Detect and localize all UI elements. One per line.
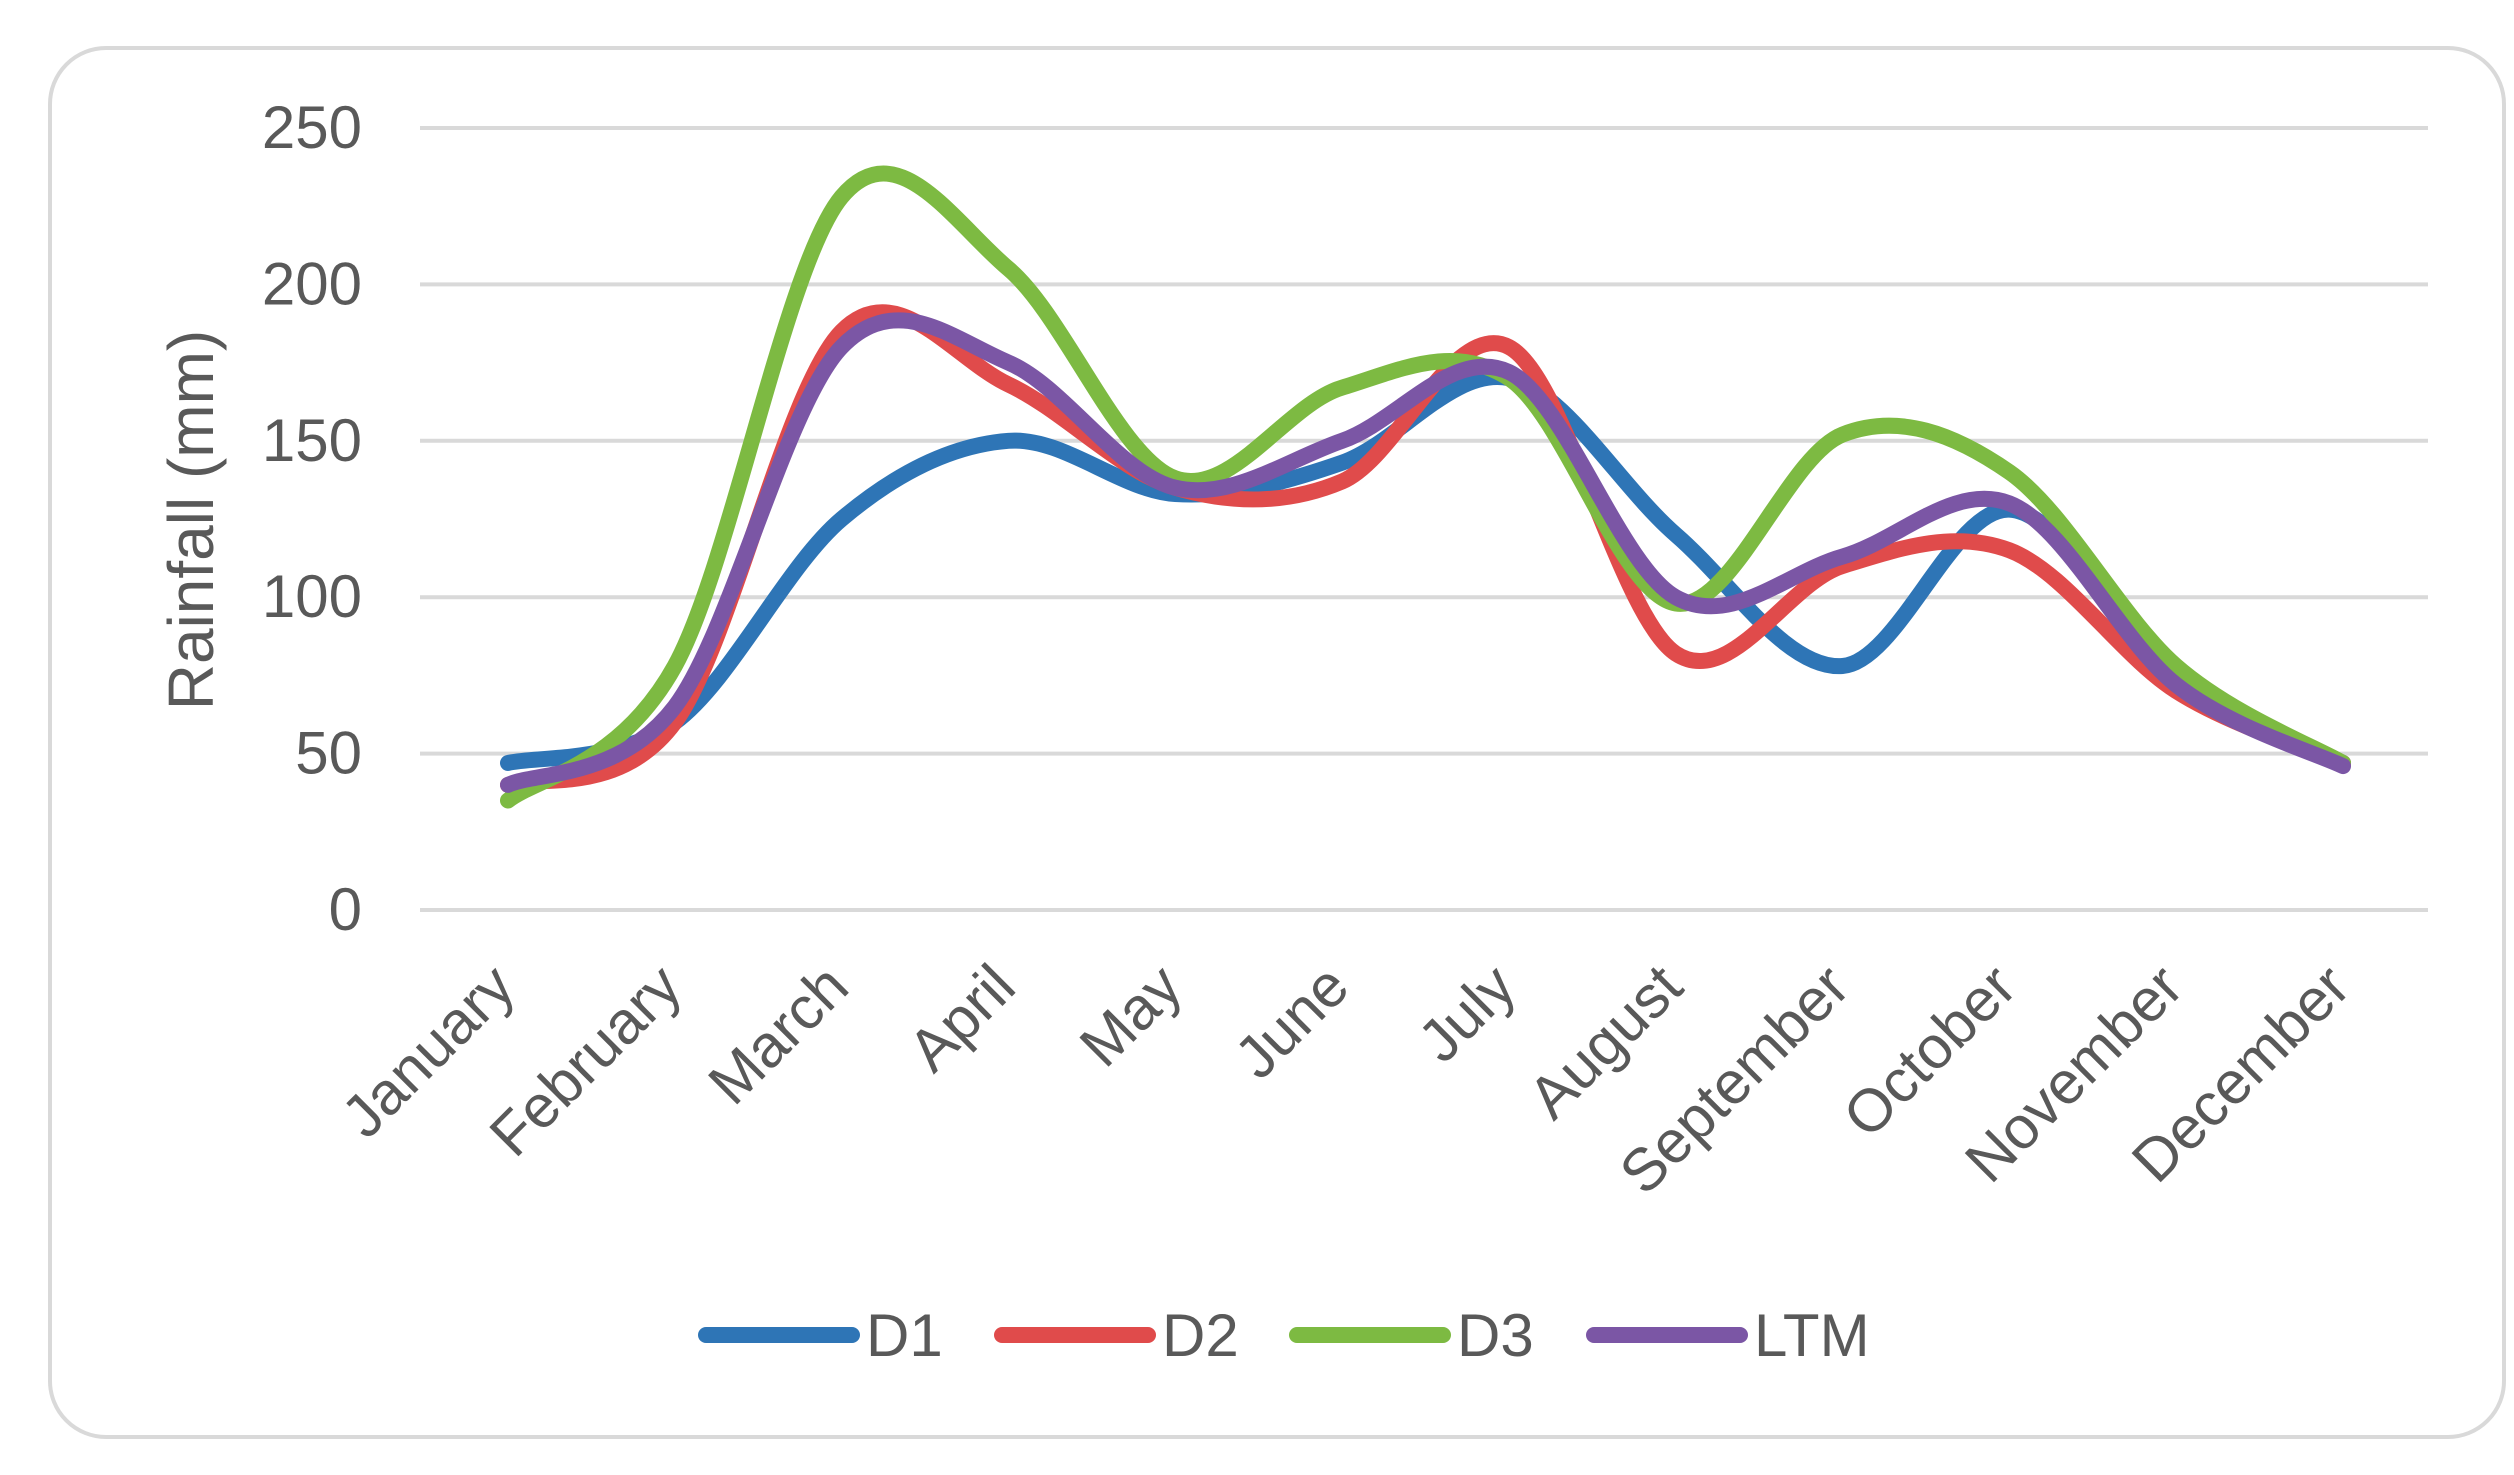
- x-tick-label-july: July: [1405, 952, 1528, 1075]
- y-tick-label-50: 50: [295, 720, 362, 787]
- legend-label-d3: D3: [1457, 1302, 1534, 1369]
- y-tick-label-200: 200: [262, 250, 362, 317]
- x-tick-label-june: June: [1222, 952, 1361, 1091]
- x-tick-label-may: May: [1067, 952, 1195, 1080]
- x-tick-label-april: April: [895, 952, 1027, 1084]
- series-lines: [500, 165, 2351, 809]
- legend-label-d1: D1: [866, 1302, 943, 1369]
- legend-label-d2: D2: [1162, 1302, 1239, 1369]
- y-tick-label-0: 0: [329, 876, 362, 943]
- y-axis-tick-labels: 0 50 100 150 200 250: [262, 94, 362, 943]
- x-tick-label-march: March: [696, 952, 861, 1117]
- y-tick-label-250: 250: [262, 94, 362, 161]
- chart-area: [48, 46, 2506, 1439]
- y-tick-label-100: 100: [262, 563, 362, 630]
- legend: D1 D2 D3 LTM: [698, 1302, 1870, 1369]
- series-line-ltm: [500, 312, 2351, 793]
- y-axis-title: Rainfall (mm): [155, 330, 227, 710]
- gridlines: [420, 126, 2428, 912]
- y-tick-label-150: 150: [262, 407, 362, 474]
- series-line-d3: [500, 165, 2351, 809]
- legend-label-ltm: LTM: [1754, 1302, 1870, 1369]
